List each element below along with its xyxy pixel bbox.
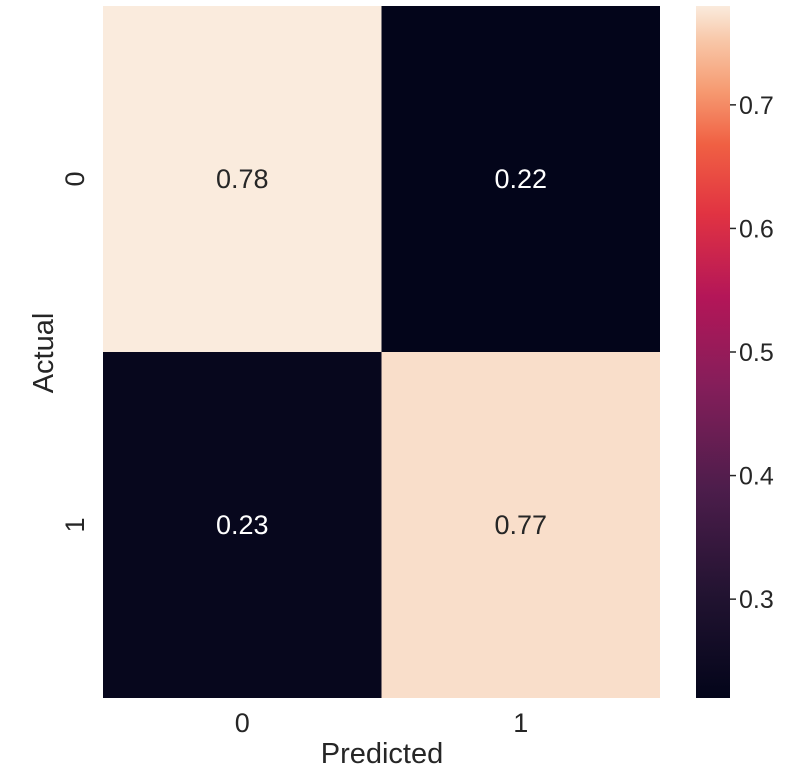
- heatmap-cell-0-1: [381, 6, 660, 352]
- x-tick-label-1: 1: [513, 708, 528, 738]
- cell-annotation-0-1: 0.22: [494, 164, 547, 194]
- colorbar-tick-label-0: 0.3: [739, 586, 774, 614]
- x-axis-label: Predicted: [321, 738, 444, 770]
- y-tick-label-1: 1: [60, 517, 90, 532]
- colorbar-tick-label-3: 0.6: [739, 215, 774, 243]
- heatmap-cell-0-0: [103, 6, 382, 352]
- heatmap-cells: [103, 6, 660, 698]
- heatmap-cell-1-1: [381, 352, 660, 698]
- cell-annotation-1-1: 0.77: [494, 510, 547, 540]
- y-axis-label: Actual: [28, 313, 60, 394]
- x-tick-label-0: 0: [235, 708, 250, 738]
- y-tick-label-0: 0: [60, 171, 90, 186]
- colorbar-tick-label-1: 0.4: [739, 463, 774, 491]
- cell-annotation-0-0: 0.78: [216, 164, 269, 194]
- heatmap-cell-1-0: [103, 352, 382, 698]
- cell-labels: 0.78 0.22 0.23 0.77: [216, 164, 547, 540]
- colorbar-tick-label-4: 0.7: [739, 92, 774, 120]
- colorbar-ticks: 0.3 0.4 0.5 0.6 0.7: [730, 92, 774, 614]
- colorbar-tick-label-2: 0.5: [739, 339, 774, 367]
- colorbar: [696, 6, 730, 698]
- y-axis-ticks: 01: [60, 171, 90, 532]
- cell-annotation-1-0: 0.23: [216, 510, 269, 540]
